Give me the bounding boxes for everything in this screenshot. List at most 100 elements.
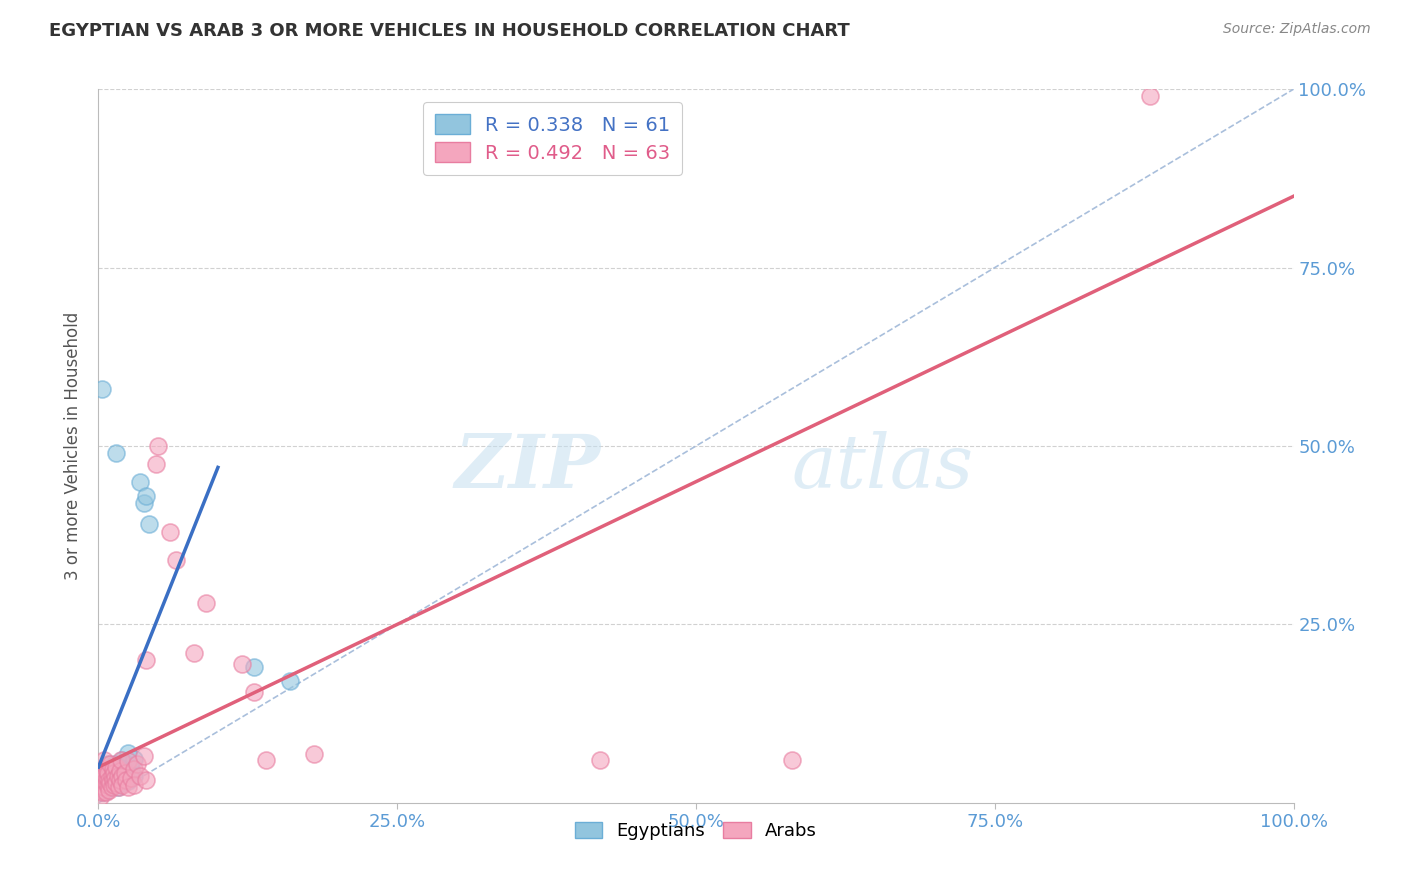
- Point: [117, 746, 139, 760]
- Point: [111, 778, 134, 792]
- Point: [243, 660, 266, 674]
- Point: [148, 439, 170, 453]
- Point: [107, 769, 129, 783]
- Point: [93, 785, 115, 799]
- Point: [91, 772, 114, 787]
- Point: [97, 765, 120, 780]
- Text: ZIP: ZIP: [454, 431, 600, 504]
- Point: [135, 489, 157, 503]
- Point: [780, 753, 803, 767]
- Legend: Egyptians, Arabs: Egyptians, Arabs: [568, 814, 824, 847]
- Point: [117, 755, 139, 769]
- Point: [98, 771, 122, 785]
- Point: [107, 780, 129, 794]
- Point: [89, 790, 111, 805]
- Point: [91, 776, 114, 790]
- Point: [96, 771, 118, 785]
- Point: [104, 771, 127, 785]
- Point: [124, 762, 146, 776]
- Point: [100, 776, 122, 790]
- Point: [159, 524, 181, 539]
- Point: [91, 771, 114, 785]
- Point: [107, 769, 129, 783]
- Point: [98, 765, 121, 780]
- Point: [110, 776, 132, 790]
- Point: [104, 771, 127, 785]
- Point: [98, 772, 121, 787]
- Point: [138, 517, 160, 532]
- Point: [97, 756, 120, 771]
- Point: [90, 778, 112, 792]
- Point: [94, 776, 117, 790]
- Point: [105, 774, 128, 789]
- Point: [302, 747, 325, 762]
- Point: [91, 776, 114, 790]
- Point: [111, 769, 134, 783]
- Point: [110, 753, 132, 767]
- Point: [117, 774, 139, 789]
- Point: [91, 765, 114, 780]
- Y-axis label: 3 or more Vehicles in Household: 3 or more Vehicles in Household: [65, 312, 83, 580]
- Point: [105, 446, 128, 460]
- Point: [94, 778, 117, 792]
- Point: [94, 785, 117, 799]
- Text: atlas: atlas: [792, 431, 974, 504]
- Point: [105, 760, 128, 774]
- Point: [124, 778, 146, 792]
- Point: [108, 772, 131, 787]
- Point: [124, 769, 146, 783]
- Point: [101, 762, 124, 776]
- Point: [195, 596, 218, 610]
- Point: [97, 776, 120, 790]
- Point: [89, 774, 111, 789]
- Point: [98, 772, 121, 787]
- Point: [115, 756, 138, 771]
- Point: [94, 772, 117, 787]
- Point: [278, 674, 301, 689]
- Point: [98, 778, 121, 792]
- Point: [111, 753, 134, 767]
- Point: [91, 382, 114, 396]
- Point: [98, 776, 122, 790]
- Point: [98, 764, 122, 778]
- Point: [117, 780, 139, 794]
- Point: [91, 764, 114, 778]
- Point: [243, 685, 266, 699]
- Point: [132, 749, 155, 764]
- Point: [589, 753, 612, 767]
- Point: [93, 769, 115, 783]
- Point: [120, 771, 142, 785]
- Point: [94, 765, 117, 780]
- Point: [90, 778, 112, 792]
- Point: [103, 767, 125, 781]
- Text: EGYPTIAN VS ARAB 3 OR MORE VEHICLES IN HOUSEHOLD CORRELATION CHART: EGYPTIAN VS ARAB 3 OR MORE VEHICLES IN H…: [49, 22, 851, 40]
- Point: [129, 475, 152, 489]
- Point: [125, 756, 148, 771]
- Point: [111, 771, 134, 785]
- Point: [100, 769, 122, 783]
- Point: [165, 553, 187, 567]
- Point: [98, 783, 121, 797]
- Point: [105, 764, 128, 778]
- Point: [254, 753, 277, 767]
- Point: [107, 780, 129, 794]
- Point: [183, 646, 205, 660]
- Point: [101, 762, 124, 776]
- Point: [100, 769, 122, 783]
- Point: [104, 756, 127, 771]
- Point: [91, 772, 114, 787]
- Point: [91, 783, 114, 797]
- Point: [132, 496, 155, 510]
- Point: [145, 457, 167, 471]
- Point: [100, 780, 122, 794]
- Point: [103, 778, 125, 792]
- Point: [108, 764, 131, 778]
- Point: [98, 780, 122, 794]
- Point: [93, 769, 115, 783]
- Point: [124, 751, 146, 765]
- Point: [114, 765, 136, 780]
- Point: [107, 760, 129, 774]
- Point: [115, 769, 138, 783]
- Point: [97, 778, 120, 792]
- Text: Source: ZipAtlas.com: Source: ZipAtlas.com: [1223, 22, 1371, 37]
